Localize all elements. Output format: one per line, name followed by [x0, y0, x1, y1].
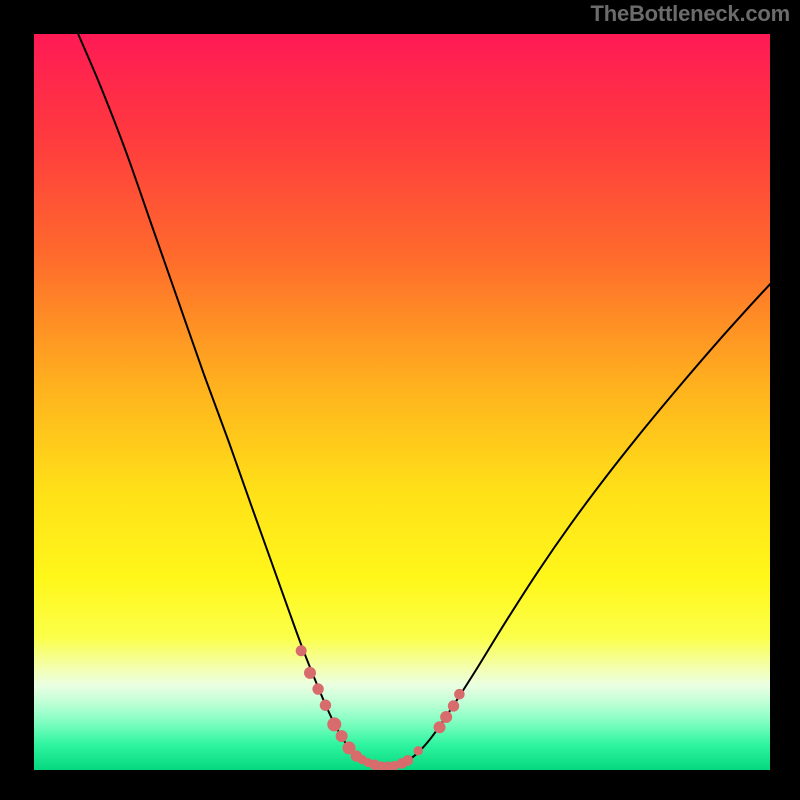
- chart-background-gradient: [34, 34, 770, 770]
- chart-plot-area: [34, 34, 770, 770]
- watermark-label: TheBottleneck.com: [590, 1, 790, 27]
